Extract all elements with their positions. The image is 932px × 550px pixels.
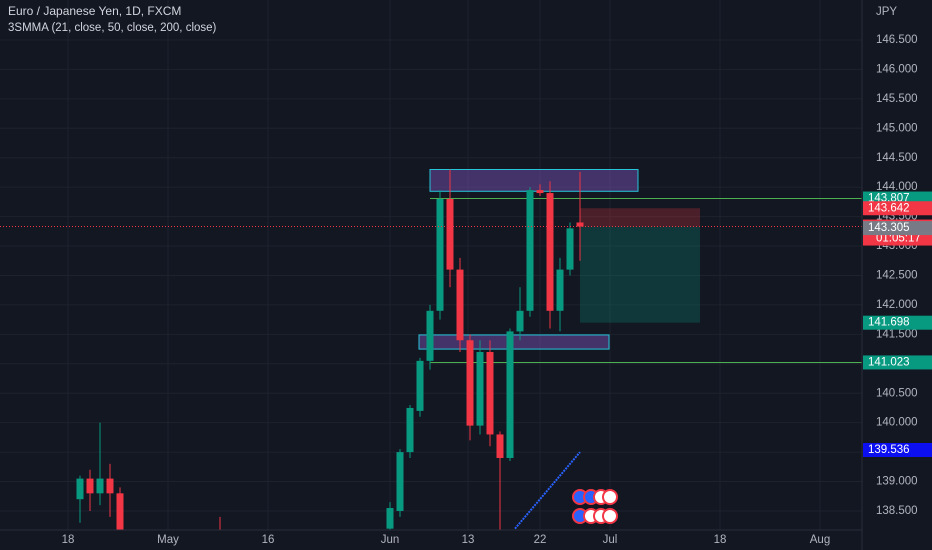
x-tick-label: Jul — [603, 534, 618, 546]
candle-body — [506, 331, 514, 458]
candle-body — [396, 452, 404, 511]
price-label-box — [863, 315, 932, 330]
unit-label: JPY — [876, 6, 897, 18]
x-tick-label: 18 — [714, 534, 727, 546]
y-tick-label: 141.500 — [876, 328, 918, 340]
y-tick-label: 145.000 — [876, 122, 918, 134]
candle-body — [456, 269, 464, 341]
countdown: 01:05:17 — [876, 233, 921, 245]
candle-body — [466, 340, 474, 426]
price-label: 141.023 — [868, 356, 910, 368]
candle-body — [386, 508, 394, 529]
y-tick-label: 139.000 — [876, 476, 918, 488]
y-tick-label: 142.000 — [876, 299, 918, 311]
trend-line — [514, 451, 581, 530]
candle-body — [116, 493, 124, 530]
y-tick-label: 144.000 — [876, 181, 918, 193]
indicator-label: 3SMMA (21, close, 50, close, 200, close) — [8, 22, 217, 34]
x-tick-label: 16 — [262, 534, 275, 546]
candle-body — [96, 478, 104, 494]
candle-body — [106, 478, 114, 494]
candle-body — [76, 478, 84, 500]
y-tick-label: 142.500 — [876, 270, 918, 282]
candle-body — [546, 193, 554, 311]
y-tick-label: 140.000 — [876, 417, 918, 429]
price-label: 141.698 — [868, 317, 910, 329]
candle-body — [516, 310, 524, 332]
candle-body — [566, 228, 574, 270]
candle-body — [496, 434, 504, 458]
x-tick-label: 18 — [62, 534, 75, 546]
y-tick-label: 138.500 — [876, 505, 918, 517]
alert-icons[interactable] — [572, 489, 618, 524]
y-tick-label: 144.500 — [876, 152, 918, 164]
zone — [429, 169, 639, 192]
candle-body — [476, 352, 484, 426]
price-label: 143.305 — [868, 222, 910, 234]
price-label-box — [863, 442, 932, 457]
y-tick-label: 140.500 — [876, 387, 918, 399]
candle-body — [416, 360, 424, 411]
price-label-box — [863, 201, 932, 216]
candle-body — [436, 198, 444, 311]
price-label-box — [863, 355, 932, 370]
candle-body — [486, 352, 494, 435]
x-tick-label: May — [157, 534, 179, 546]
candle-body — [86, 478, 94, 494]
candle-body — [576, 222, 584, 227]
target-zone — [580, 226, 700, 323]
candle-body — [556, 269, 564, 311]
candle-body — [536, 190, 544, 194]
y-tick-label: 146.000 — [876, 63, 918, 75]
candle-body — [406, 407, 414, 453]
candle-body — [446, 198, 454, 270]
y-tick-label: 146.500 — [876, 34, 918, 46]
candle-body — [526, 190, 534, 311]
x-tick-label: 13 — [462, 534, 475, 546]
x-tick-label: 22 — [534, 534, 547, 546]
x-tick-label: Jun — [381, 534, 400, 546]
price-label: 139.536 — [868, 444, 910, 456]
x-tick-label: Aug — [810, 534, 830, 546]
stop-zone — [580, 208, 700, 227]
price-label-box — [863, 221, 932, 236]
chart-title: Euro / Japanese Yen, 1D, FXCM — [8, 4, 181, 18]
candle-body — [426, 310, 434, 361]
zone — [418, 334, 610, 350]
price-label: 143.642 — [868, 202, 910, 214]
y-tick-label: 145.500 — [876, 93, 918, 105]
